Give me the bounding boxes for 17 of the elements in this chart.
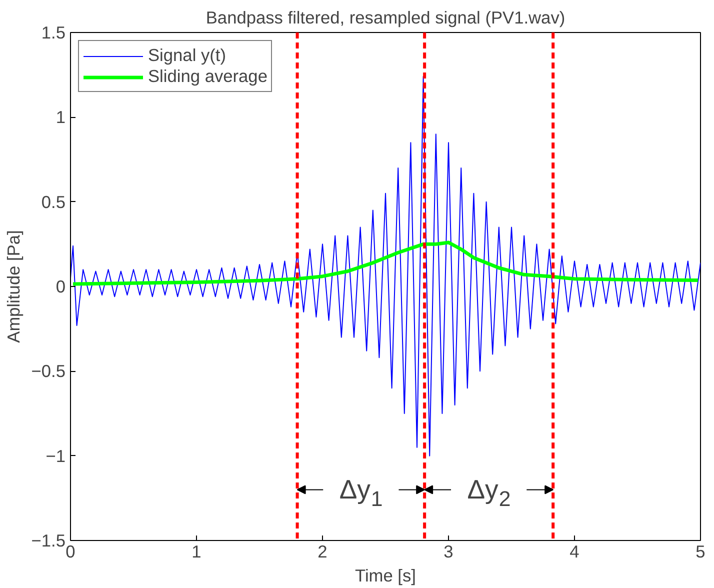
y-tick-label: 0.5 — [41, 192, 66, 212]
y-tick-label: 0 — [56, 276, 66, 296]
x-axis-title: Time [s] — [355, 566, 416, 586]
x-tick-label: 2 — [318, 542, 328, 562]
legend-label: Sliding average — [148, 66, 268, 87]
y-tick-label: 1 — [56, 107, 66, 128]
x-tick-label: 5 — [696, 542, 706, 562]
x-tick-label: 4 — [570, 542, 580, 562]
y-tick-label: −0.5 — [31, 361, 66, 382]
x-tick-label: 1 — [192, 542, 202, 562]
y-axis-title: Amplitude [Pa] — [3, 230, 24, 343]
legend-label: Signal y(t) — [148, 45, 226, 66]
chart-title: Bandpass filtered, resampled signal (PV1.wav) — [206, 8, 566, 28]
y-tick-label: 1.5 — [41, 22, 66, 42]
y-tick-label: −1.5 — [31, 530, 66, 550]
x-tick-label: 3 — [444, 542, 454, 562]
y-tick-label: −1 — [46, 446, 66, 466]
